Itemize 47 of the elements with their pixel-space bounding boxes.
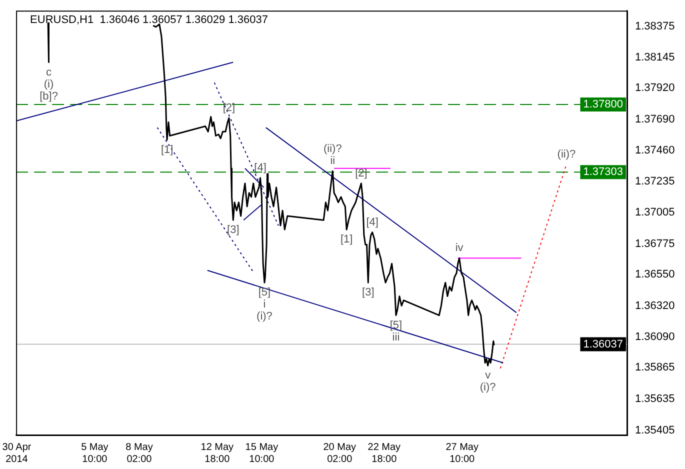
y-tick-label: 1.35865 xyxy=(635,362,675,374)
ref-line-label: 1.37800 xyxy=(583,98,624,110)
annotation: [3] xyxy=(227,224,240,236)
x-tick-label: 5 May 10:00 xyxy=(81,442,108,465)
annotation: [1] xyxy=(340,234,353,246)
annotation: [5] xyxy=(390,319,402,332)
ref-line-label: 1.36037 xyxy=(583,338,624,350)
y-tick-label: 1.36320 xyxy=(635,300,675,312)
annotation: [b]? xyxy=(40,90,58,102)
annotation: iv xyxy=(455,242,464,254)
annotation: v xyxy=(485,370,492,382)
annotation: [4] xyxy=(254,162,266,174)
annotation: [5] xyxy=(258,286,271,299)
x-tick-label: 8 May 02:00 xyxy=(126,442,153,465)
annotation: (ii)? xyxy=(557,148,576,160)
y-tick-label: 1.37690 xyxy=(635,113,675,126)
annotation: c xyxy=(46,66,52,78)
annotation: ii xyxy=(330,155,336,168)
chart-title: EURUSD,H1 1.36046 1.36057 1.36029 1.36037 xyxy=(30,14,268,26)
y-tick-label: 1.35635 xyxy=(635,392,675,405)
annotation: (i)? xyxy=(256,310,272,323)
y-tick-label: 1.36775 xyxy=(635,238,675,250)
annotation: [4] xyxy=(366,216,378,228)
ref-line-label: 1.37303 xyxy=(583,166,624,178)
x-tick-label: 30 Apr 2014 xyxy=(2,442,32,465)
y-tick-label: 1.37005 xyxy=(635,206,675,219)
y-tick-label: 1.37460 xyxy=(635,144,675,157)
y-tick-label: 1.38145 xyxy=(635,52,675,64)
annotation: [3] xyxy=(362,286,374,299)
x-tick-label: 22 May 18:00 xyxy=(368,442,401,465)
y-tick-label: 1.37920 xyxy=(635,82,675,94)
y-tick-label: 1.38375 xyxy=(635,20,675,32)
y-tick-label: 1.36550 xyxy=(635,268,675,281)
annotation: iii xyxy=(392,331,400,344)
y-tick-label: 1.36090 xyxy=(635,331,675,344)
y-tick-label: 1.37235 xyxy=(635,175,675,188)
annotation: [1] xyxy=(160,144,174,156)
y-tick-label: 1.35405 xyxy=(635,424,675,436)
annotation: (ii)? xyxy=(323,143,342,156)
annotation: (i)? xyxy=(480,382,496,394)
x-tick-label: 20 May 02:00 xyxy=(323,442,356,465)
x-tick-label: 15 May 10:00 xyxy=(245,442,278,465)
annotation: [2] xyxy=(222,102,236,114)
annotation: (i) xyxy=(44,78,54,90)
x-tick-label: 27 May 10:00 xyxy=(446,442,478,465)
annotation: i xyxy=(263,298,266,311)
x-tick-label: 12 May 18:00 xyxy=(200,442,234,465)
